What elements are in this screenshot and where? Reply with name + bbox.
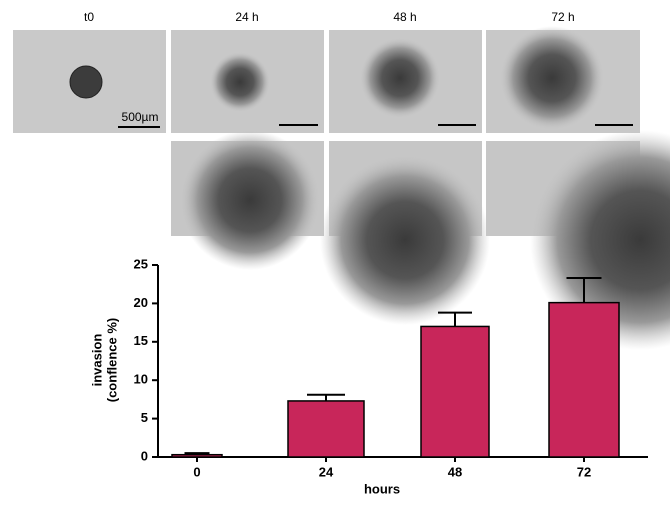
x-tick-label: 72 [577,464,591,479]
time-label: 24 h [235,10,258,24]
y-tick-label: 10 [134,372,148,387]
scale-label: 500µm [122,110,159,124]
error-bar [307,393,345,401]
spheroid [69,65,103,99]
y-tick-label: 5 [141,410,148,425]
micrographs [13,26,670,350]
spheroid [320,155,490,325]
y-tick-label: 15 [134,333,148,348]
error-bar [184,452,210,455]
bar [171,453,223,458]
spheroid [360,38,440,118]
x-axis-label: hours [364,481,400,496]
bar [287,400,365,458]
spheroid [530,130,670,350]
time-label: t0 [84,10,94,24]
y-axis-label: (conflence %) [104,318,119,403]
y-tick-label: 20 [134,295,148,310]
spheroid [500,26,604,130]
bar [548,301,620,458]
bar [420,325,490,458]
x-tick-label: 48 [448,464,462,479]
error-bar [566,277,602,303]
time-label: 48 h [393,10,416,24]
spheroid [210,52,270,112]
error-bar [438,311,472,327]
spheroid [180,130,320,270]
x-tick-label: 24 [319,464,334,479]
y-tick-label: 25 [134,256,148,271]
y-tick-label: 0 [141,448,148,463]
time-label: 72 h [551,10,574,24]
y-axis-label: invasion [89,334,104,387]
x-tick-label: 0 [193,464,200,479]
